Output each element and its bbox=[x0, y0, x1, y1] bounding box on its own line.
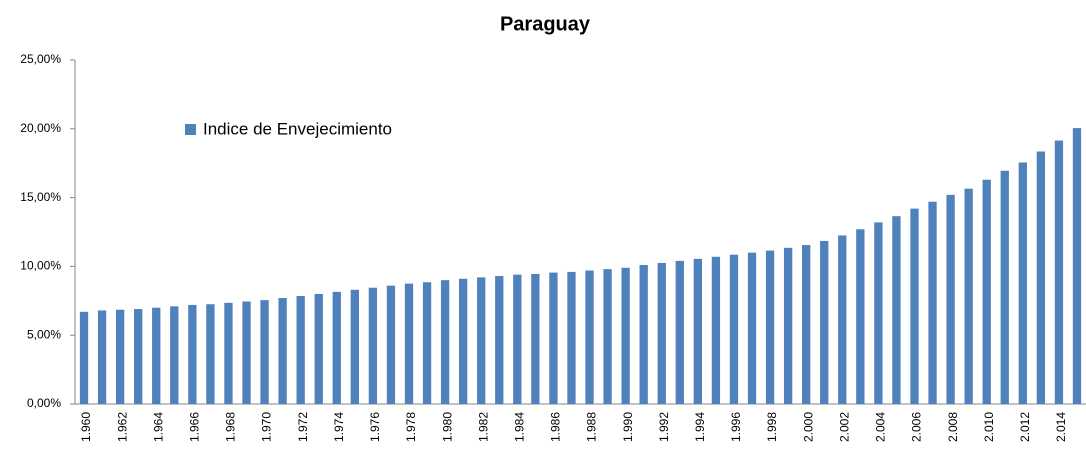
bar bbox=[838, 235, 847, 404]
y-tick-label: 15,00% bbox=[20, 190, 61, 204]
y-tick-label: 5,00% bbox=[27, 327, 61, 341]
bar bbox=[206, 304, 215, 404]
bar bbox=[820, 240, 829, 404]
x-tick-label: 1.980 bbox=[440, 412, 454, 442]
bar bbox=[531, 273, 540, 404]
bar bbox=[477, 277, 486, 404]
bar bbox=[278, 298, 287, 404]
bar bbox=[1054, 140, 1064, 404]
x-tick-label: 2.006 bbox=[910, 412, 924, 442]
x-tick-label: 1.974 bbox=[332, 412, 346, 442]
bar bbox=[621, 267, 630, 404]
bar bbox=[711, 256, 721, 404]
x-tick-label: 1.988 bbox=[585, 412, 599, 442]
x-tick-label: 1.996 bbox=[729, 412, 743, 442]
x-tick-label: 2.002 bbox=[837, 412, 851, 442]
x-tick-label: 1.962 bbox=[115, 412, 129, 442]
bar bbox=[188, 304, 197, 404]
bar bbox=[170, 306, 179, 404]
x-tick-label: 2.004 bbox=[874, 412, 888, 442]
x-tick-label: 1.978 bbox=[404, 412, 418, 442]
bar bbox=[440, 280, 450, 404]
bar bbox=[495, 276, 504, 404]
bar bbox=[224, 302, 233, 404]
y-tick-label: 25,00% bbox=[20, 52, 61, 66]
x-tick-label: 1.966 bbox=[188, 412, 202, 442]
bar bbox=[874, 222, 883, 404]
legend-label: Indice de Envejecimiento bbox=[203, 119, 392, 138]
bar bbox=[765, 250, 775, 404]
x-tick-label: 1.960 bbox=[79, 412, 93, 442]
chart-title: Paraguay bbox=[500, 13, 591, 35]
x-tick-label: 1.992 bbox=[657, 412, 671, 442]
x-tick-label: 1.982 bbox=[476, 412, 490, 442]
x-tick-label: 1.994 bbox=[693, 412, 707, 442]
bar bbox=[567, 271, 576, 404]
bar bbox=[368, 287, 378, 404]
bar bbox=[296, 295, 305, 404]
x-tick-label: 1.970 bbox=[260, 412, 274, 442]
bar bbox=[386, 285, 396, 404]
bar bbox=[747, 252, 757, 404]
bar bbox=[350, 289, 359, 404]
bar bbox=[404, 283, 414, 404]
bar bbox=[1072, 128, 1082, 404]
y-tick-label: 10,00% bbox=[20, 259, 61, 273]
x-tick-label: 1.984 bbox=[512, 412, 526, 442]
x-tick-label: 1.972 bbox=[296, 412, 310, 442]
x-tick-label: 1.976 bbox=[368, 412, 382, 442]
bar bbox=[97, 310, 107, 404]
bar bbox=[134, 309, 143, 404]
bar bbox=[115, 309, 125, 404]
bar bbox=[639, 265, 648, 404]
x-tick-label: 1.990 bbox=[621, 412, 635, 442]
bar bbox=[1018, 162, 1027, 404]
bar bbox=[928, 201, 937, 404]
legend-swatch bbox=[185, 124, 196, 135]
y-tick-label: 0,00% bbox=[27, 396, 61, 410]
bar bbox=[242, 301, 251, 404]
bar bbox=[152, 307, 161, 404]
x-tick-label: 1.998 bbox=[765, 412, 779, 442]
bar bbox=[513, 274, 522, 404]
bar bbox=[783, 247, 793, 404]
y-tick-label: 20,00% bbox=[20, 121, 61, 135]
bar bbox=[982, 179, 991, 404]
bar bbox=[946, 194, 955, 404]
x-tick-label: 2.008 bbox=[946, 412, 960, 442]
bar bbox=[603, 269, 612, 404]
bar bbox=[856, 229, 865, 404]
bar bbox=[1000, 170, 1009, 404]
bar bbox=[422, 282, 432, 404]
bar bbox=[892, 216, 901, 404]
x-tick-label: 1.964 bbox=[151, 412, 165, 442]
bar bbox=[458, 278, 468, 404]
bar bbox=[332, 291, 341, 404]
x-tick-label: 2.010 bbox=[982, 412, 996, 442]
bar bbox=[549, 272, 558, 404]
bar bbox=[675, 260, 684, 404]
x-tick-label: 2.000 bbox=[801, 412, 815, 442]
bar bbox=[657, 262, 666, 404]
bar bbox=[79, 311, 89, 404]
bar bbox=[729, 254, 739, 404]
bar bbox=[693, 258, 703, 404]
x-tick-label: 1.986 bbox=[549, 412, 563, 442]
bar bbox=[802, 245, 811, 404]
bar bbox=[910, 208, 919, 404]
bar bbox=[964, 188, 973, 404]
x-tick-label: 2.012 bbox=[1018, 412, 1032, 442]
x-tick-label: 1.968 bbox=[224, 412, 238, 442]
bar bbox=[585, 270, 594, 404]
bar bbox=[260, 300, 269, 404]
bar bbox=[1036, 151, 1046, 404]
x-tick-label: 2.014 bbox=[1054, 412, 1068, 442]
bar bbox=[314, 293, 323, 404]
